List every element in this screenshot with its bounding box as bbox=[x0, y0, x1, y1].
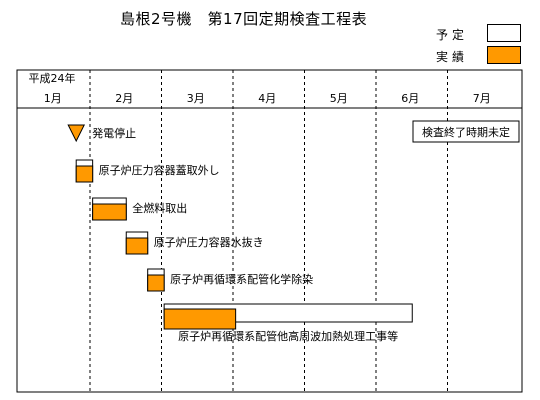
task-label: 原子炉再循環系配管他高周波加熱処理工事等 bbox=[178, 329, 398, 343]
note-text: 検査終了時期未定 bbox=[422, 125, 510, 139]
chart-title: 島根2号機 第17回定期検査工程表 bbox=[120, 10, 368, 28]
task-actual-bar bbox=[163, 308, 237, 330]
note-box bbox=[412, 120, 520, 143]
month-label: 2月 bbox=[115, 92, 133, 105]
month-label: 7月 bbox=[473, 92, 491, 105]
month-label: 3月 bbox=[187, 92, 205, 105]
task-actual-bar bbox=[125, 237, 149, 255]
month-label: 5月 bbox=[330, 92, 348, 105]
legend-actual-label: 実績 bbox=[436, 50, 469, 64]
task-actual-bar bbox=[75, 165, 94, 183]
task-label: 原子炉圧力容器蓋取外し bbox=[99, 163, 220, 177]
legend-planned-label: 予定 bbox=[436, 28, 469, 42]
month-label: 4月 bbox=[258, 92, 276, 105]
task-label: 原子炉再循環系配管化学除染 bbox=[170, 272, 313, 286]
task-actual-bar bbox=[147, 274, 165, 292]
task-actual-bar bbox=[92, 203, 127, 221]
milestone-label: 発電停止 bbox=[92, 126, 136, 140]
year-label: 平成24年 bbox=[29, 71, 76, 85]
milestone-marker bbox=[67, 124, 86, 143]
month-label: 6月 bbox=[401, 92, 419, 105]
month-label: 1月 bbox=[44, 92, 62, 105]
legend-planned-swatch bbox=[487, 24, 521, 42]
task-label: 原子炉圧力容器水抜き bbox=[154, 235, 264, 249]
task-label: 全燃料取出 bbox=[132, 201, 187, 215]
legend-actual-swatch bbox=[487, 46, 521, 64]
chart-frame bbox=[16, 69, 523, 393]
